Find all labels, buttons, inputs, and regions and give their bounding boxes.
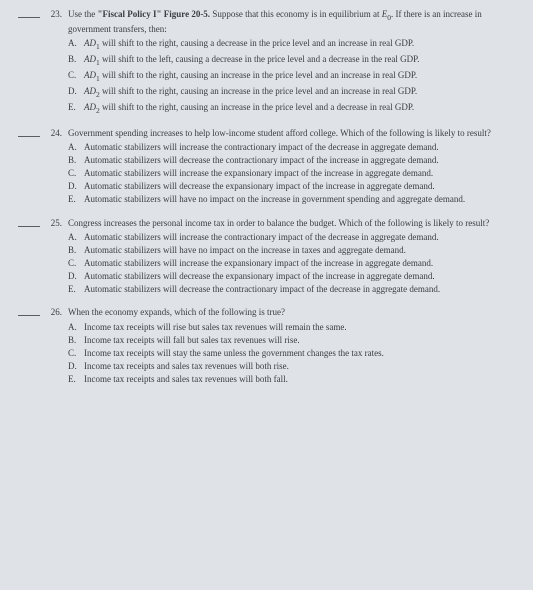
option-letter: D.	[68, 270, 84, 282]
option-letter: D.	[68, 180, 84, 192]
option-c: C.AD1 will shift to the right, causing a…	[68, 69, 513, 84]
option-c: C.Automatic stabilizers will increase th…	[68, 257, 513, 269]
question-text: Government spending increases to help lo…	[68, 127, 513, 139]
option-text: Income tax receipts and sales tax revenu…	[84, 360, 513, 372]
option-text: AD2 will shift to the right, causing an …	[84, 85, 513, 100]
option-text: Income tax receipts will rise but sales …	[84, 321, 513, 333]
option-letter: A.	[68, 141, 84, 153]
option-letter: C.	[68, 347, 84, 359]
option-d: D.Income tax receipts and sales tax reve…	[68, 360, 513, 372]
options-list: A.Automatic stabilizers will increase th…	[68, 231, 513, 296]
option-letter: B.	[68, 53, 84, 68]
option-text: Automatic stabilizers will increase the …	[84, 141, 513, 153]
answer-blank[interactable]	[18, 129, 40, 137]
option-letter: A.	[68, 321, 84, 333]
option-letter: E.	[68, 193, 84, 205]
option-letter: E.	[68, 373, 84, 385]
options-list: A.AD1 will shift to the right, causing a…	[68, 37, 513, 116]
answer-blank[interactable]	[18, 308, 40, 316]
option-d: D.AD2 will shift to the right, causing a…	[68, 85, 513, 100]
question-23: 23. Use the "Fiscal Policy I" Figure 20-…	[18, 8, 513, 117]
option-text: Automatic stabilizers will have no impac…	[84, 193, 513, 205]
option-e: E.Automatic stabilizers will have no imp…	[68, 193, 513, 205]
option-a: A.Automatic stabilizers will increase th…	[68, 231, 513, 243]
option-letter: B.	[68, 334, 84, 346]
option-text: Income tax receipts will stay the same u…	[84, 347, 513, 359]
question-number: 23.	[46, 8, 62, 117]
option-text: Automatic stabilizers will decrease the …	[84, 283, 513, 295]
option-text: Automatic stabilizers will have no impac…	[84, 244, 513, 256]
question-number: 25.	[46, 217, 62, 297]
option-letter: C.	[68, 167, 84, 179]
bold-ref: "Fiscal Policy I" Figure 20-5.	[98, 9, 211, 19]
option-b: B.Automatic stabilizers will decrease th…	[68, 154, 513, 166]
option-letter: D.	[68, 360, 84, 372]
option-e: E.AD2 will shift to the right, causing a…	[68, 101, 513, 116]
option-a: A.Automatic stabilizers will increase th…	[68, 141, 513, 153]
option-e: E.Automatic stabilizers will decrease th…	[68, 283, 513, 295]
option-letter: A.	[68, 37, 84, 52]
option-text: Automatic stabilizers will increase the …	[84, 167, 513, 179]
option-d: D.Automatic stabilizers will decrease th…	[68, 270, 513, 282]
question-number: 24.	[46, 127, 62, 207]
option-text: Automatic stabilizers will increase the …	[84, 257, 513, 269]
question-26: 26. When the economy expands, which of t…	[18, 306, 513, 386]
answer-blank[interactable]	[18, 10, 40, 18]
lead-in: Use the	[68, 9, 98, 19]
option-text: Income tax receipts will fall but sales …	[84, 334, 513, 346]
option-text: Automatic stabilizers will decrease the …	[84, 154, 513, 166]
question-body: Government spending increases to help lo…	[68, 127, 513, 207]
option-text: AD1 will shift to the right, causing a d…	[84, 37, 513, 52]
option-text: AD1 will shift to the left, causing a de…	[84, 53, 513, 68]
option-letter: C.	[68, 257, 84, 269]
option-a: A.AD1 will shift to the right, causing a…	[68, 37, 513, 52]
question-text: Use the "Fiscal Policy I" Figure 20-5. S…	[68, 8, 513, 35]
options-list: A.Automatic stabilizers will increase th…	[68, 141, 513, 206]
options-list: A.Income tax receipts will rise but sale…	[68, 321, 513, 386]
option-b: B.AD1 will shift to the left, causing a …	[68, 53, 513, 68]
option-a: A.Income tax receipts will rise but sale…	[68, 321, 513, 333]
option-letter: B.	[68, 154, 84, 166]
question-body: Use the "Fiscal Policy I" Figure 20-5. S…	[68, 8, 513, 117]
option-b: B.Income tax receipts will fall but sale…	[68, 334, 513, 346]
option-letter: E.	[68, 101, 84, 116]
question-25: 25. Congress increases the personal inco…	[18, 217, 513, 297]
question-number: 26.	[46, 306, 62, 386]
option-letter: E.	[68, 283, 84, 295]
option-text: AD2 will shift to the right, causing an …	[84, 101, 513, 116]
question-24: 24. Government spending increases to hel…	[18, 127, 513, 207]
question-body: Congress increases the personal income t…	[68, 217, 513, 297]
option-text: Automatic stabilizers will decrease the …	[84, 180, 513, 192]
option-d: D.Automatic stabilizers will decrease th…	[68, 180, 513, 192]
option-text: Automatic stabilizers will decrease the …	[84, 270, 513, 282]
option-c: C.Automatic stabilizers will increase th…	[68, 167, 513, 179]
option-letter: A.	[68, 231, 84, 243]
option-b: B.Automatic stabilizers will have no imp…	[68, 244, 513, 256]
after-bold: Suppose that this economy is in equilibr…	[210, 9, 382, 19]
option-text: AD1 will shift to the right, causing an …	[84, 69, 513, 84]
option-e: E.Income tax receipts and sales tax reve…	[68, 373, 513, 385]
question-text: When the economy expands, which of the f…	[68, 306, 513, 318]
option-text: Automatic stabilizers will increase the …	[84, 231, 513, 243]
question-text: Congress increases the personal income t…	[68, 217, 513, 229]
option-letter: C.	[68, 69, 84, 84]
option-letter: B.	[68, 244, 84, 256]
option-letter: D.	[68, 85, 84, 100]
option-c: C.Income tax receipts will stay the same…	[68, 347, 513, 359]
question-body: When the economy expands, which of the f…	[68, 306, 513, 386]
answer-blank[interactable]	[18, 219, 40, 227]
option-text: Income tax receipts and sales tax revenu…	[84, 373, 513, 385]
